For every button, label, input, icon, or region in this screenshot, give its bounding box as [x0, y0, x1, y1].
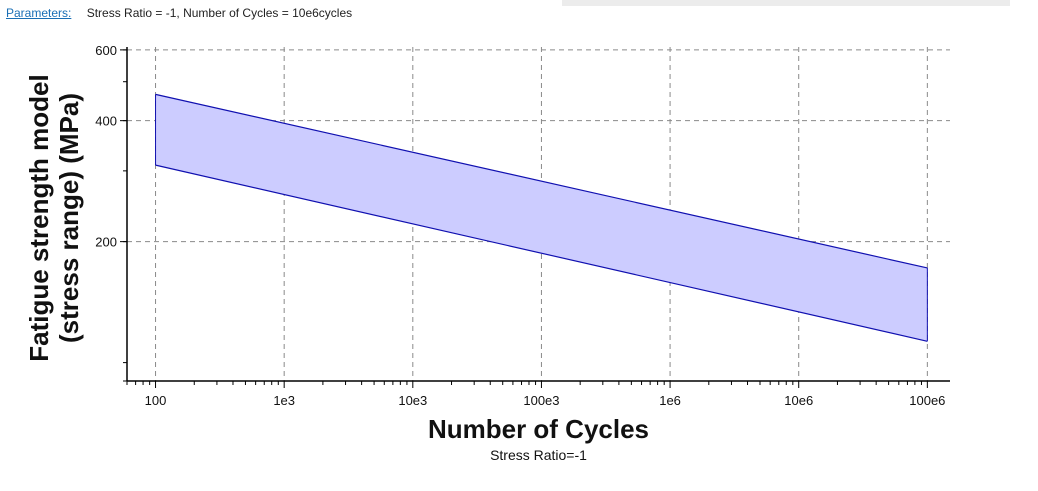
tick-labels: 100 1e3 10e3 100e3 1e6 10e6 100e6 200 400 600: [95, 43, 945, 408]
y-tick-label: 200: [95, 235, 117, 250]
x-tick-label: 100e3: [523, 393, 559, 408]
x-tick-label: 100e6: [909, 393, 945, 408]
x-axis-title: Number of Cycles: [428, 414, 649, 444]
axes: [120, 47, 950, 388]
x-tick-label: 1e3: [273, 393, 295, 408]
parameters-link[interactable]: Parameters:: [6, 6, 72, 20]
x-tick-label: 1e6: [659, 393, 681, 408]
parameters-text: Stress Ratio = -1, Number of Cycles = 10…: [86, 6, 353, 20]
y-tick-label: 400: [95, 114, 117, 129]
parameters-bar: Parameters: Stress Ratio = -1, Number of…: [6, 6, 352, 20]
y-tick-label: 600: [95, 43, 117, 58]
x-tick-label: 10e6: [784, 393, 813, 408]
lower-bound-line: [155, 164, 928, 342]
x-tick-label: 100: [145, 393, 167, 408]
upper-bound-line: [155, 93, 928, 269]
fatigue-band: [155, 93, 928, 342]
y-axis-title-line1: Fatigue strength model: [24, 74, 54, 361]
band-area: [155, 94, 928, 342]
top-gray-bar: [562, 0, 1010, 6]
y-axis-title-line2: (stress range) (MPa): [54, 93, 84, 343]
x-tick-label: 10e3: [398, 393, 427, 408]
chart-subtitle: Stress Ratio=-1: [490, 447, 587, 463]
